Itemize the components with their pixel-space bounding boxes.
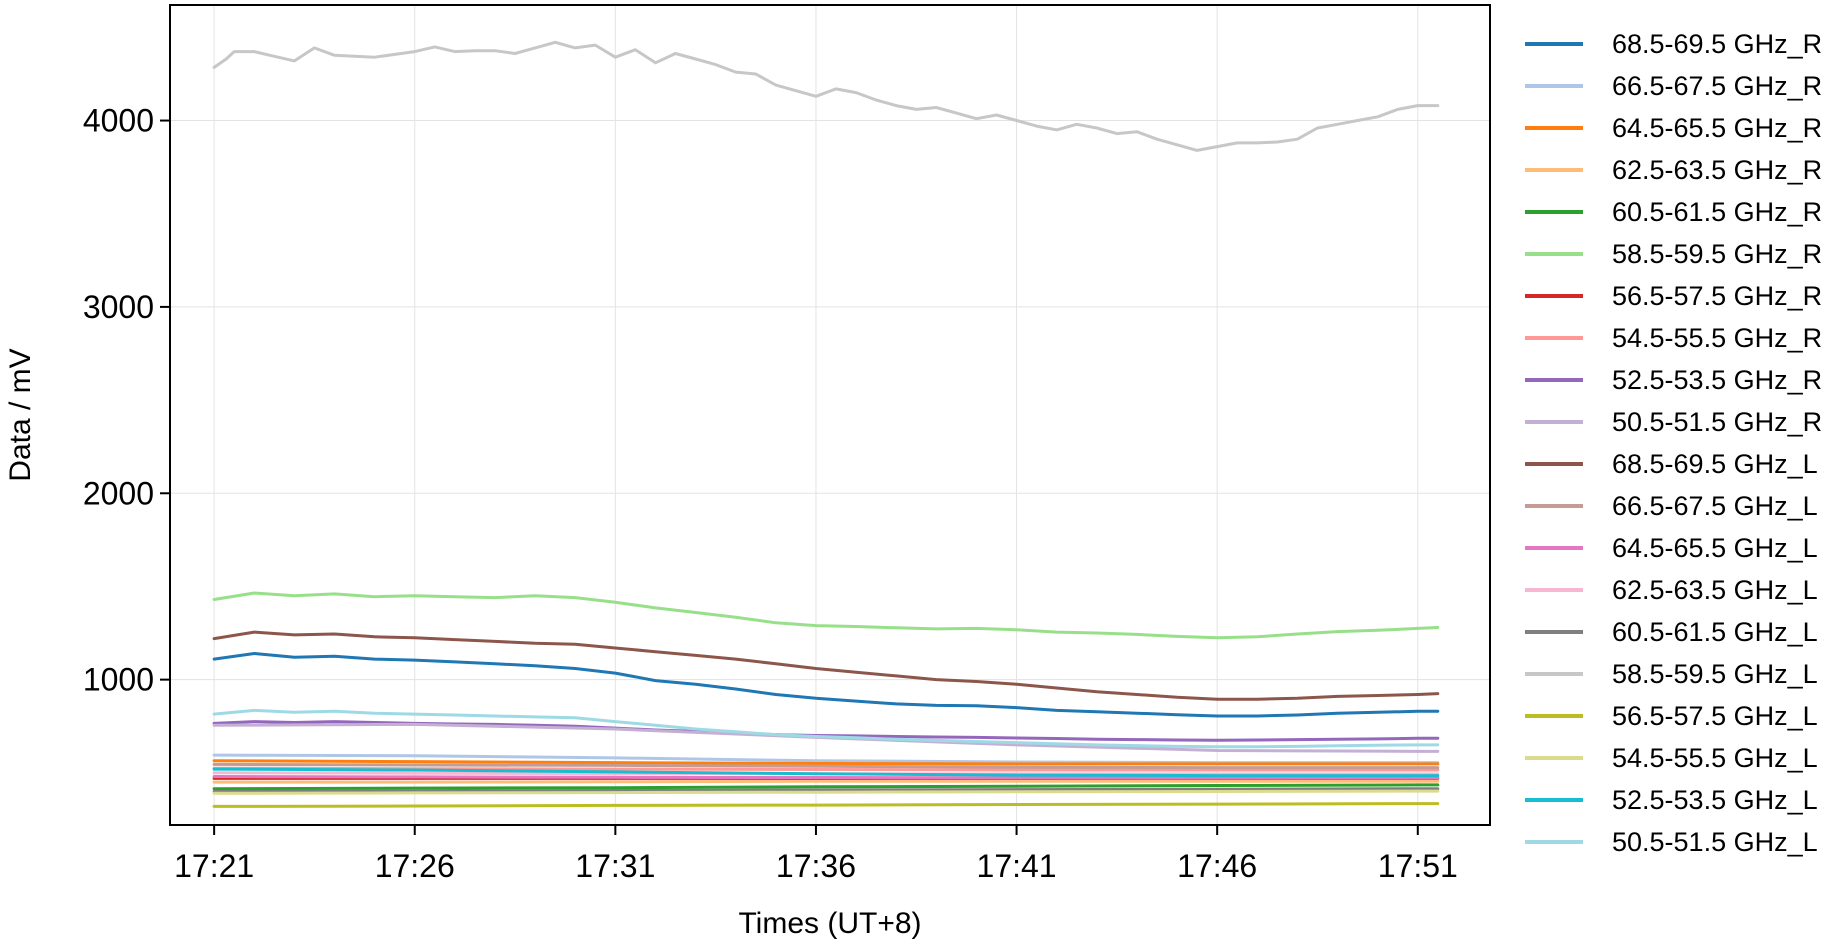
legend-label: 56.5-57.5 GHz_R — [1612, 281, 1822, 311]
series-line-5 — [212, 783, 1440, 791]
plot-frame — [169, 4, 1491, 826]
legend-label: 58.5-59.5 GHz_L — [1612, 659, 1818, 689]
legend-label: 54.5-55.5 GHz_L — [1612, 743, 1818, 773]
axes: 17:21 17:26 17:31 17:36 17:41 17:46 17:51 1000 2… — [83, 103, 1458, 884]
y-tick-label: 4000 — [83, 103, 154, 139]
legend-item: 62.5-63.5 GHz_L — [1525, 575, 1818, 605]
legend-label: 50.5-51.5 GHz_L — [1612, 827, 1818, 857]
legend-label: 58.5-59.5 GHz_R — [1612, 239, 1822, 269]
x-tick-label: 17:41 — [977, 848, 1057, 884]
legend-item: 64.5-65.5 GHz_L — [1525, 533, 1818, 563]
legend-label: 52.5-53.5 GHz_R — [1612, 365, 1822, 395]
legend-label: 66.5-67.5 GHz_R — [1612, 71, 1822, 101]
series-line-19 — [212, 767, 1440, 778]
x-tick-label: 17:26 — [375, 848, 455, 884]
legend-item: 58.5-59.5 GHz_L — [1525, 659, 1818, 689]
legend-label: 66.5-67.5 GHz_L — [1612, 491, 1818, 521]
legend-label: 62.5-63.5 GHz_R — [1612, 155, 1822, 185]
legend-item: 56.5-57.5 GHz_L — [1525, 701, 1818, 731]
legend-label: 54.5-55.5 GHz_R — [1612, 323, 1822, 353]
legend-item: 56.5-57.5 GHz_R — [1525, 281, 1822, 311]
series-line-1 — [212, 652, 1440, 718]
series-line-15 — [212, 787, 1440, 793]
series-line-13 — [212, 775, 1440, 780]
legend-label: 64.5-65.5 GHz_R — [1612, 113, 1822, 143]
series-line-11 — [212, 630, 1440, 701]
x-tick-label: 17:46 — [1177, 848, 1257, 884]
y-tick-label: 2000 — [83, 475, 154, 511]
legend-item: 66.5-67.5 GHz_R — [1525, 71, 1822, 101]
series-line-16 — [212, 40, 1440, 152]
legend-item: 68.5-69.5 GHz_L — [1525, 449, 1818, 479]
legend-label: 64.5-65.5 GHz_L — [1612, 533, 1818, 563]
legend-item: 60.5-61.5 GHz_R — [1525, 197, 1822, 227]
series-line-18 — [212, 789, 1440, 795]
legend-item: 64.5-65.5 GHz_R — [1525, 113, 1822, 143]
legend-item: 52.5-53.5 GHz_R — [1525, 365, 1822, 395]
y-tick-label: 1000 — [83, 662, 154, 698]
legend-item: 58.5-59.5 GHz_R — [1525, 239, 1822, 269]
legend-item: 50.5-51.5 GHz_L — [1525, 827, 1818, 857]
legend-label: 60.5-61.5 GHz_R — [1612, 197, 1822, 227]
grid-lines — [170, 5, 1490, 825]
legend-item: 52.5-53.5 GHz_L — [1525, 785, 1818, 815]
series-line-17 — [212, 802, 1440, 808]
legend-label: 60.5-61.5 GHz_L — [1612, 617, 1818, 647]
legend-item: 60.5-61.5 GHz_L — [1525, 617, 1818, 647]
y-axis-label: Data / mV — [4, 348, 37, 481]
legend-item: 54.5-55.5 GHz_L — [1525, 743, 1818, 773]
series-lines — [212, 40, 1440, 808]
legend-label: 68.5-69.5 GHz_L — [1612, 449, 1818, 479]
legend-label: 68.5-69.5 GHz_R — [1612, 29, 1822, 59]
legend-label: 62.5-63.5 GHz_L — [1612, 575, 1818, 605]
x-tick-label: 17:31 — [575, 848, 655, 884]
series-line-20 — [212, 708, 1440, 749]
x-tick-label: 17:36 — [776, 848, 856, 884]
series-line-6 — [212, 591, 1440, 640]
legend-label: 50.5-51.5 GHz_R — [1612, 407, 1822, 437]
legend-label: 56.5-57.5 GHz_L — [1612, 701, 1818, 731]
series-line-8 — [212, 766, 1440, 772]
legend-label: 52.5-53.5 GHz_L — [1612, 785, 1818, 815]
series-line-3 — [212, 759, 1440, 766]
x-tick-label: 17:51 — [1378, 848, 1458, 884]
legend-item: 62.5-63.5 GHz_R — [1525, 155, 1822, 185]
legend-item: 66.5-67.5 GHz_L — [1525, 491, 1818, 521]
legend-item: 54.5-55.5 GHz_R — [1525, 323, 1822, 353]
x-axis-label: Times (UT+8) — [738, 907, 921, 940]
series-line-4 — [212, 779, 1440, 784]
series-line-12 — [212, 762, 1440, 770]
x-tick-label: 17:21 — [174, 848, 254, 884]
y-tick-label: 3000 — [83, 289, 154, 325]
legend-item: 68.5-69.5 GHz_R — [1525, 29, 1822, 59]
legend-item: 50.5-51.5 GHz_R — [1525, 407, 1822, 437]
legend: 68.5-69.5 GHz_R 66.5-67.5 GHz_R 64.5-65.5 … — [1525, 29, 1822, 857]
